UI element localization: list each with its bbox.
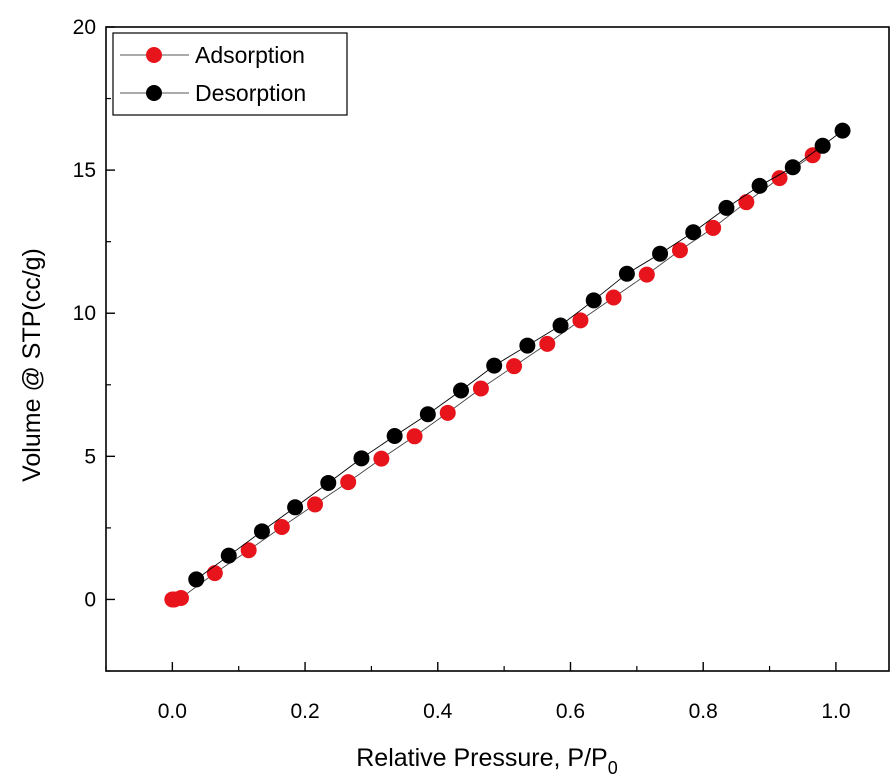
legend-label: Desorption: [195, 80, 306, 106]
x-axis-title: Relative Pressure, P/P0: [356, 744, 618, 776]
data-point: [439, 404, 456, 421]
plot-frame: [105, 26, 890, 672]
data-point: [638, 266, 655, 283]
series-layer: [164, 122, 851, 608]
x-axis-title-subscript: 0: [608, 758, 618, 776]
data-point: [751, 177, 768, 194]
data-point: [253, 523, 270, 540]
data-point: [406, 428, 423, 445]
data-point: [287, 499, 304, 516]
data-point: [320, 474, 337, 491]
data-point: [738, 194, 755, 211]
y-axis: 0 5 10 15 20: [73, 16, 115, 672]
legend-marker: [146, 47, 162, 63]
y-tick-label: 5: [84, 445, 96, 468]
data-point: [373, 450, 390, 467]
legend-marker: [146, 85, 162, 101]
x-tick-label: 1.0: [821, 700, 850, 723]
data-point: [419, 406, 436, 423]
data-point: [273, 519, 290, 536]
series-desorption: [188, 122, 851, 588]
data-point: [814, 137, 831, 154]
data-point: [784, 159, 801, 176]
x-tick-label: 0.2: [290, 700, 319, 723]
y-tick-label: 10: [73, 302, 96, 325]
x-tick-label: 0.0: [158, 700, 187, 723]
data-point: [552, 317, 569, 334]
data-point: [519, 337, 536, 354]
x-tick-label: 0.6: [556, 700, 585, 723]
x-tick-label: 0.4: [423, 700, 453, 723]
plot-border: [105, 26, 890, 672]
data-point: [652, 245, 669, 262]
y-tick-label: 15: [73, 159, 96, 182]
data-point: [172, 590, 189, 607]
y-tick-label: 20: [73, 16, 96, 39]
data-point: [585, 292, 602, 309]
data-point: [486, 357, 503, 374]
data-point: [353, 450, 370, 467]
data-point: [618, 265, 635, 282]
legend-label: Adsorption: [195, 42, 305, 68]
data-point: [453, 382, 470, 399]
data-point: [220, 547, 237, 564]
data-point: [506, 358, 523, 375]
legend: Adsorption Desorption: [112, 32, 348, 116]
data-point: [240, 542, 257, 559]
data-point: [771, 170, 788, 187]
data-point: [718, 199, 735, 216]
data-point: [605, 289, 622, 306]
data-point: [188, 571, 205, 588]
data-point: [671, 242, 688, 259]
data-point: [539, 335, 556, 352]
data-point: [386, 428, 403, 445]
y-tick-label: 0: [84, 588, 96, 611]
data-point: [705, 219, 722, 236]
data-point: [804, 147, 821, 164]
x-axis-title-main: Relative Pressure, P/P: [356, 744, 608, 772]
data-point: [685, 224, 702, 241]
x-axis: 0.0 0.2 0.4 0.6 0.8 1.0: [105, 662, 851, 723]
data-point: [834, 122, 851, 139]
data-point: [340, 474, 357, 491]
legend-box: [112, 32, 348, 116]
data-point: [472, 380, 489, 397]
x-tick-label: 0.8: [689, 700, 718, 723]
data-point: [307, 496, 324, 513]
data-point: [206, 565, 223, 582]
y-axis-title: Volume @ STP(cc/g): [18, 248, 46, 482]
data-point: [572, 312, 589, 329]
